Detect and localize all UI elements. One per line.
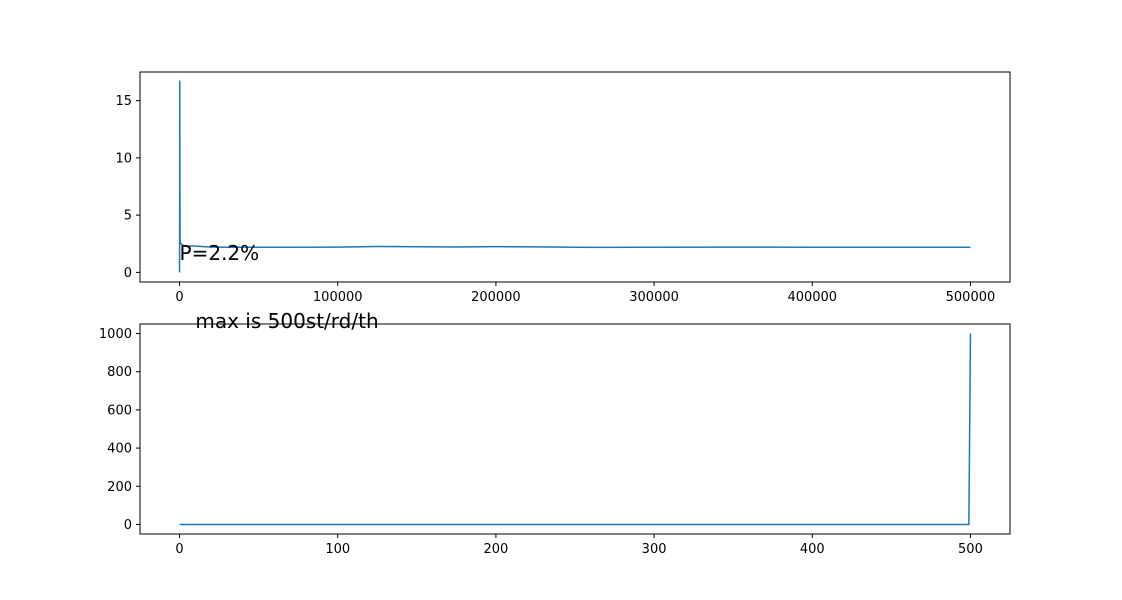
bottom-plot: 0 100 200 300 400 500 0 200 400 600 800 1000 max i… [99, 309, 1011, 557]
x-tick-label: 300 [642, 542, 667, 557]
x-tick-label: 200 [483, 542, 508, 557]
top-y-ticks: 0 5 10 15 [115, 94, 140, 281]
x-tick-label: 100000 [313, 290, 363, 305]
x-tick-label: 300000 [629, 290, 679, 305]
y-tick-label: 1000 [99, 327, 132, 342]
y-tick-label: 600 [107, 403, 132, 418]
top-annotation: P=2.2% [180, 241, 260, 265]
y-tick-label: 800 [107, 365, 132, 380]
y-tick-label: 5 [124, 209, 132, 224]
top-x-ticks: 0 100000 200000 300000 400000 500000 [175, 282, 995, 305]
top-plot: 0 100000 200000 300000 400000 500000 0 5 10 15 P… [115, 71, 1011, 305]
x-tick-label: 400000 [787, 290, 837, 305]
x-tick-label: 200000 [471, 290, 521, 305]
bottom-plot-frame [139, 323, 1011, 535]
y-tick-label: 400 [107, 442, 132, 457]
bottom-annotation: max is 500st/rd/th [195, 309, 378, 333]
bottom-y-ticks: 0 200 400 600 800 1000 [99, 327, 140, 533]
y-tick-label: 10 [115, 151, 132, 166]
x-tick-label: 400 [800, 542, 825, 557]
y-tick-label: 0 [124, 266, 132, 281]
x-tick-label: 500000 [946, 290, 996, 305]
top-series-line [178, 80, 971, 273]
y-tick-label: 0 [124, 518, 132, 533]
x-tick-label: 0 [175, 542, 183, 557]
x-tick-label: 100 [325, 542, 350, 557]
x-tick-label: 500 [958, 542, 983, 557]
x-tick-label: 0 [175, 290, 183, 305]
y-tick-label: 15 [115, 94, 132, 109]
y-tick-label: 200 [107, 480, 132, 495]
bottom-series-line [179, 333, 972, 526]
top-plot-frame [139, 71, 1011, 283]
bottom-x-ticks: 0 100 200 300 400 500 [175, 534, 983, 557]
